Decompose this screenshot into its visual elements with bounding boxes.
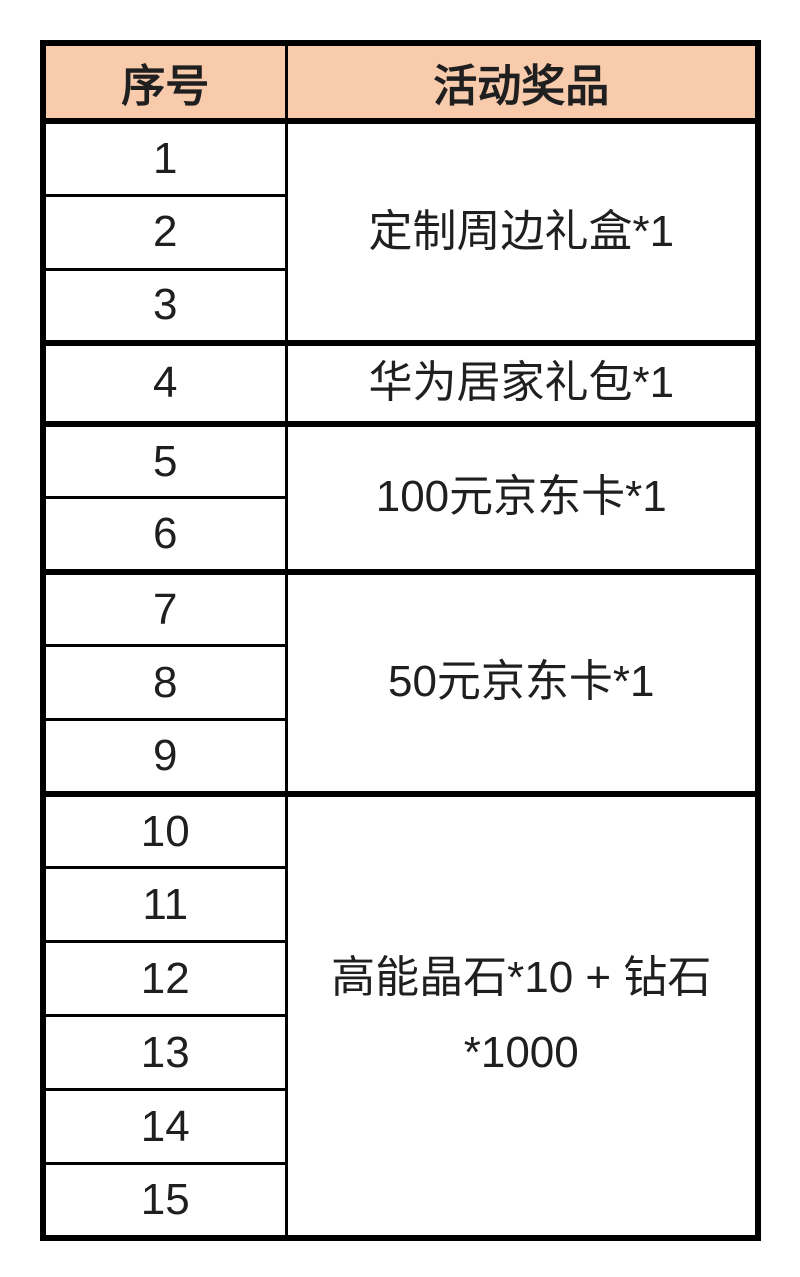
serial-cell: 1 bbox=[41, 118, 288, 197]
prize-cell: 定制周边礼盒*1 bbox=[284, 118, 760, 345]
table-row: 3 bbox=[41, 267, 758, 345]
prize-cell: 高能晶石*10 + 钻石 *1000 bbox=[284, 790, 760, 1240]
table-row: 14 bbox=[41, 1088, 758, 1166]
serial-cell: 11 bbox=[41, 866, 288, 944]
table-row: 12 bbox=[41, 940, 758, 1018]
prize-header-cell: 活动奖品 bbox=[284, 41, 760, 124]
serial-cell: 6 bbox=[41, 496, 288, 574]
prize-cell: 100元京东卡*1 bbox=[284, 420, 760, 574]
prize-table: 序号 活动奖品 1 定制周边礼盒*1 2 3 4 华为居家礼包*1 5 100元… bbox=[40, 40, 761, 1241]
table-row: 13 bbox=[41, 1014, 758, 1092]
table-row: 15 bbox=[41, 1162, 758, 1240]
serial-cell: 13 bbox=[41, 1014, 288, 1092]
serial-cell: 14 bbox=[41, 1088, 288, 1166]
serial-cell: 2 bbox=[41, 193, 288, 271]
serial-cell: 3 bbox=[41, 267, 288, 345]
serial-cell: 7 bbox=[41, 568, 288, 648]
table-row: 1 定制周边礼盒*1 bbox=[41, 118, 760, 345]
table-row: 8 bbox=[41, 644, 758, 722]
table-row: 2 bbox=[41, 193, 758, 271]
serial-cell: 9 bbox=[41, 718, 288, 796]
prize-cell: 华为居家礼包*1 bbox=[284, 340, 760, 426]
table-row: 11 bbox=[41, 866, 758, 944]
serial-header-cell: 序号 bbox=[41, 41, 288, 124]
serial-cell: 5 bbox=[41, 420, 288, 500]
serial-cell: 15 bbox=[41, 1162, 288, 1240]
table-row: 4 华为居家礼包*1 bbox=[41, 340, 760, 426]
table-row: 10 高能晶石*10 + 钻石 *1000 bbox=[41, 790, 760, 1240]
serial-cell: 12 bbox=[41, 940, 288, 1018]
prize-table-container: 序号 活动奖品 1 定制周边礼盒*1 2 3 4 华为居家礼包*1 5 100元… bbox=[40, 40, 761, 1241]
prize-cell: 50元京东卡*1 bbox=[284, 568, 760, 796]
serial-cell: 10 bbox=[41, 790, 288, 870]
table-row: 9 bbox=[41, 718, 758, 796]
table-row: 5 100元京东卡*1 bbox=[41, 420, 760, 574]
table-row: 6 bbox=[41, 496, 758, 574]
header-row: 序号 活动奖品 bbox=[41, 41, 760, 124]
table-row: 7 50元京东卡*1 bbox=[41, 568, 760, 796]
serial-cell: 8 bbox=[41, 644, 288, 722]
serial-cell: 4 bbox=[41, 340, 288, 426]
